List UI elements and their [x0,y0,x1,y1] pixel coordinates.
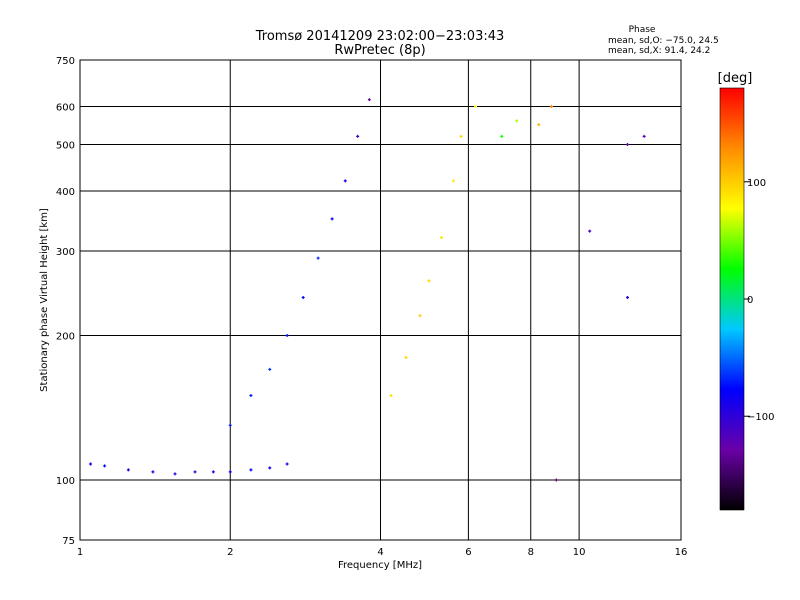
x-axis-label: Frequency [MHz] [338,560,422,571]
data-point [316,256,320,260]
y-tick-label: 500 [56,141,75,152]
data-point [249,468,253,472]
data-point [301,296,305,300]
x-tick-label: 1 [77,547,83,558]
data-point [211,470,215,474]
data-point [404,355,408,359]
y-axis: 75 100 200 300 400 500 600 750 [56,56,75,547]
colorbar-tick-label: 100 [747,178,766,189]
colorbar [719,87,745,511]
data-point [473,105,477,109]
data-point [89,462,93,466]
data-point [193,470,197,474]
data-point [625,143,629,147]
data-point [173,472,177,476]
data-point [249,394,253,398]
data-point [151,470,155,474]
y-tick-label: 400 [56,187,75,198]
x-tick-label: 16 [675,547,688,558]
data-point [330,217,334,221]
colorbar-tick-label: −100 [747,412,774,423]
y-tick-label: 100 [56,476,75,487]
colorbar-ticks: 100 0 −100 [744,178,774,423]
y-tick-label: 600 [56,103,75,114]
grid-lines [80,60,681,540]
data-point [285,334,289,338]
data-point [549,105,553,109]
chart-subtitle: RwPretec (8p) [334,43,425,58]
y-tick-label: 200 [56,332,75,343]
x-tick-label: 10 [573,547,586,558]
data-point [440,236,443,240]
x-axis: 1 2 4 6 8 10 16 [77,547,688,558]
data-point [554,478,558,482]
data-point [500,134,504,138]
data-point [343,179,347,183]
x-tick-label: 2 [227,547,233,558]
data-point [103,464,107,468]
data-point [268,367,272,371]
chart-title: Tromsø 20141209 23:02:00−23:03:43 [255,29,505,44]
x-tick-label: 4 [377,547,383,558]
data-point [451,179,455,183]
colorbar-label: [deg] [718,71,753,86]
data-point [126,468,130,472]
stats-heading: Phase [629,25,656,35]
data-point [537,123,541,127]
x-tick-label: 6 [465,547,471,558]
data-point [427,279,431,283]
data-point [459,134,463,138]
y-tick-label: 75 [62,536,75,547]
data-point [268,466,272,470]
data-point [625,296,629,300]
data-point [356,134,360,138]
y-tick-label: 750 [56,56,75,67]
stats-x-line: mean, sd,X: 91.4, 24.2 [608,46,710,56]
data-point [228,423,232,427]
data-points [89,98,646,482]
y-axis-label: Stationary phase Virtual Height [km] [39,208,50,392]
data-point [285,462,289,466]
x-tick-label: 8 [528,547,534,558]
data-point [588,229,592,233]
plot-frame [79,59,682,541]
data-point [367,98,371,102]
stats-o-line: mean, sd,O: −75.0, 24.5 [608,36,719,46]
data-point [389,394,393,398]
colorbar-tick-label: 0 [747,295,753,306]
data-point [418,314,422,318]
y-tick-label: 300 [56,247,75,258]
data-point [228,470,232,474]
data-point [642,134,646,138]
data-point [515,119,519,123]
